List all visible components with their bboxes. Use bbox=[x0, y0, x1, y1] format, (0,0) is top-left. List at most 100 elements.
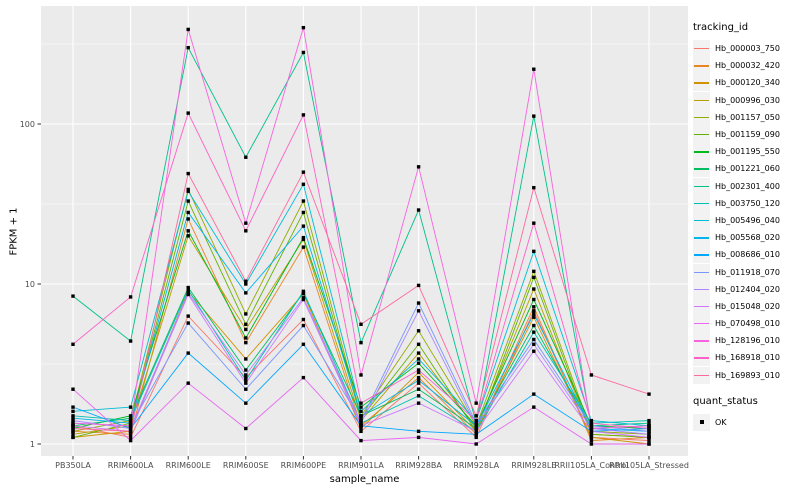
x-axis-title: sample_name bbox=[329, 474, 400, 485]
data-point bbox=[589, 429, 594, 434]
data-point bbox=[589, 418, 594, 423]
data-point bbox=[186, 229, 190, 233]
data-point bbox=[359, 416, 363, 420]
data-point bbox=[301, 317, 306, 322]
legend-item-label: Hb_070498_010 bbox=[715, 319, 780, 329]
legend-key-swatch bbox=[693, 211, 710, 229]
data-point bbox=[416, 381, 421, 385]
legend-item-label: Hb_000996_030 bbox=[715, 95, 780, 105]
data-point bbox=[474, 401, 478, 405]
data-point bbox=[244, 312, 248, 316]
data-point bbox=[71, 432, 75, 436]
data-point bbox=[532, 330, 536, 334]
legend-item-Hb_005568_020: Hb_005568_020 bbox=[693, 229, 799, 247]
legend-item-Hb_003750_120: Hb_003750_120 bbox=[693, 194, 799, 212]
data-point bbox=[647, 442, 651, 446]
data-point bbox=[301, 296, 306, 300]
data-point bbox=[186, 199, 190, 203]
data-point bbox=[244, 221, 248, 225]
legend-item-label: Hb_003750_120 bbox=[715, 198, 780, 208]
legend-key-swatch bbox=[693, 194, 710, 212]
data-point bbox=[301, 297, 306, 302]
data-point bbox=[244, 282, 248, 286]
legend-item-label: Hb_008686_010 bbox=[715, 250, 780, 260]
data-point bbox=[474, 435, 478, 440]
data-point bbox=[589, 424, 594, 428]
data-point bbox=[186, 171, 190, 176]
legend-key-swatch bbox=[693, 143, 710, 161]
data-point bbox=[359, 429, 363, 434]
x-tick-label: PB350LA bbox=[55, 461, 91, 470]
data-point bbox=[589, 438, 594, 443]
data-point bbox=[416, 301, 421, 305]
legend-key-line bbox=[694, 65, 709, 67]
shape-legend-items: OK bbox=[693, 413, 799, 431]
legend-key-swatch bbox=[693, 160, 710, 178]
data-point bbox=[474, 421, 478, 425]
data-point bbox=[589, 432, 594, 436]
data-point bbox=[647, 424, 651, 428]
legend-key-swatch bbox=[693, 74, 710, 92]
legend-item-Hb_070498_010: Hb_070498_010 bbox=[693, 315, 799, 333]
data-point bbox=[301, 375, 306, 380]
data-point bbox=[359, 421, 363, 425]
data-point bbox=[647, 426, 651, 431]
data-point bbox=[416, 429, 421, 434]
data-point bbox=[359, 322, 363, 326]
legend-item-Hb_168918_010: Hb_168918_010 bbox=[693, 349, 799, 367]
legend-key-line bbox=[694, 48, 709, 50]
data-point bbox=[416, 165, 421, 169]
data-point bbox=[128, 295, 133, 299]
y-tick-label: 100 bbox=[20, 120, 35, 129]
data-point bbox=[532, 221, 536, 225]
legend-item-label: Hb_169893_010 bbox=[715, 370, 780, 380]
legend: tracking_id Hb_000003_750 Hb_000032_420 Hb… bbox=[693, 22, 799, 431]
legend-key-line bbox=[694, 168, 709, 170]
legend-item-label: Hb_001195_550 bbox=[715, 147, 780, 157]
data-point bbox=[474, 442, 478, 446]
data-point bbox=[71, 409, 75, 414]
legend-key-swatch bbox=[693, 40, 710, 58]
data-point bbox=[301, 50, 306, 55]
x-tick-label: RRIM600PE bbox=[281, 461, 327, 470]
data-point bbox=[301, 237, 306, 242]
data-point bbox=[474, 418, 478, 423]
data-point bbox=[186, 292, 190, 297]
data-point bbox=[244, 229, 248, 233]
x-tick-label: RRIM600LA bbox=[108, 461, 154, 470]
data-point bbox=[647, 421, 651, 425]
data-point bbox=[532, 349, 536, 353]
data-point bbox=[532, 297, 536, 302]
data-point bbox=[186, 45, 190, 50]
data-point bbox=[532, 309, 536, 313]
data-point bbox=[244, 401, 248, 405]
legend-key-line bbox=[694, 202, 709, 205]
legend-key-line bbox=[694, 151, 709, 153]
legend-item-label: Hb_012404_020 bbox=[715, 284, 780, 294]
data-point bbox=[532, 249, 536, 254]
data-point bbox=[359, 401, 363, 405]
data-point bbox=[359, 409, 363, 414]
legend-key-swatch bbox=[693, 315, 710, 333]
legend-key-swatch bbox=[693, 280, 710, 298]
legend-key-swatch bbox=[693, 297, 710, 315]
data-point bbox=[301, 199, 306, 203]
data-point bbox=[186, 314, 190, 318]
legend-item-label: Hb_168918_010 bbox=[715, 353, 780, 363]
data-point bbox=[474, 426, 478, 431]
data-point bbox=[301, 245, 306, 249]
legend-item-label: Hb_000003_750 bbox=[715, 44, 780, 54]
data-point bbox=[359, 424, 363, 428]
data-point bbox=[359, 340, 363, 345]
data-point bbox=[532, 305, 536, 309]
data-point bbox=[71, 418, 75, 423]
legend-key-point bbox=[699, 420, 704, 425]
data-point bbox=[416, 378, 421, 383]
legend-key-swatch bbox=[693, 349, 710, 367]
legend-key-line bbox=[694, 99, 709, 102]
legend-item-label: Hb_002301_400 bbox=[715, 181, 780, 191]
color-legend-items: Hb_000003_750 Hb_000032_420 Hb_000120_340 H… bbox=[693, 40, 799, 384]
legend-key-swatch bbox=[693, 263, 710, 281]
legend-item-label: Hb_001159_090 bbox=[715, 130, 780, 140]
